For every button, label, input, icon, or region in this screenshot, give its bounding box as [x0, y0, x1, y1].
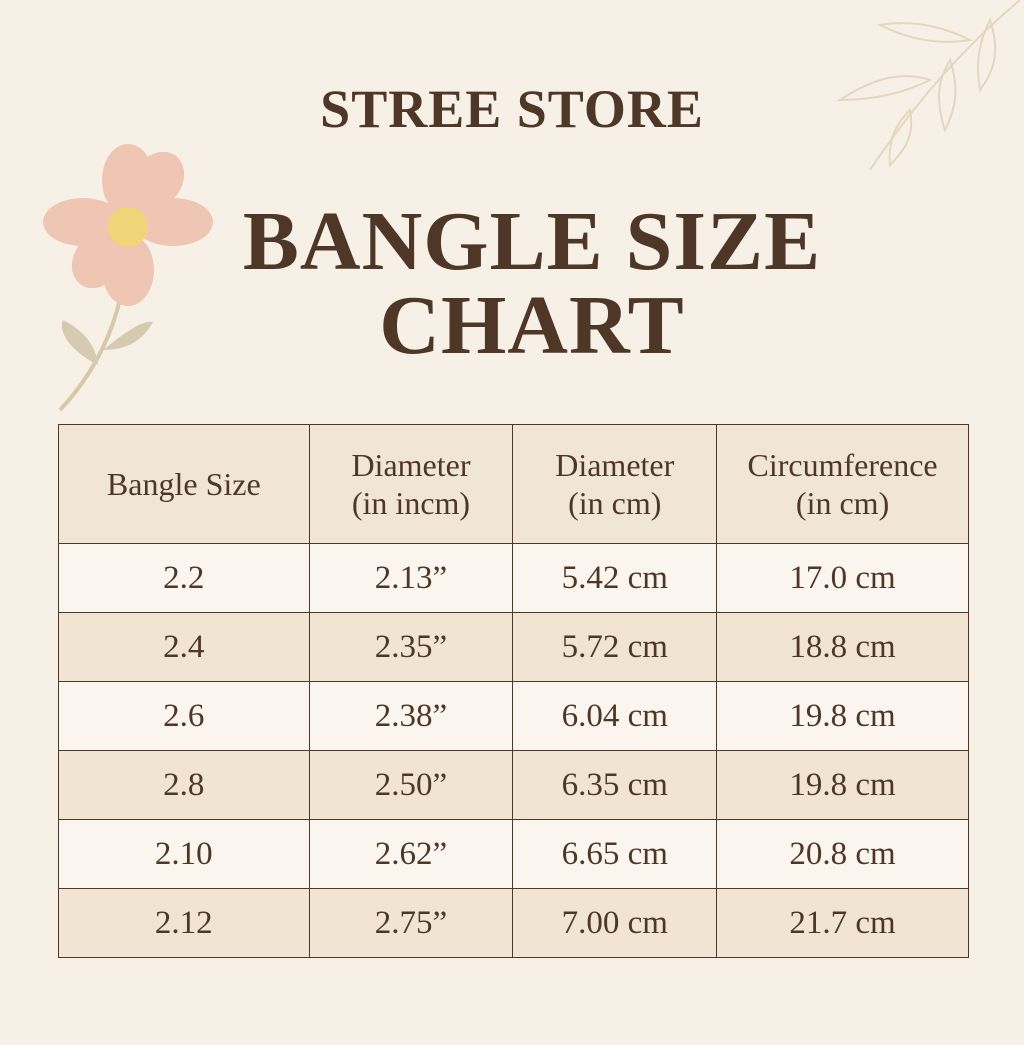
table-row: 2.8 2.50” 6.35 cm 19.8 cm	[58, 750, 969, 820]
cell-diameter-cm: 5.42 cm	[512, 543, 718, 613]
header-diameter-cm: Diameter (in cm)	[512, 424, 718, 544]
leaf-branch-decoration	[836, 0, 1021, 171]
cell-diameter-in: 2.75”	[308, 888, 514, 958]
header-diameter-in: Diameter (in incm)	[308, 424, 514, 544]
page-title: BANGLE SIZE CHART	[0, 200, 1024, 368]
cell-diameter-cm: 6.04 cm	[512, 681, 718, 751]
cell-circumference: 20.8 cm	[716, 819, 969, 889]
header-unit: (in incm)	[351, 485, 471, 521]
cell-diameter-cm: 6.35 cm	[512, 750, 718, 820]
cell-diameter-in: 2.38”	[308, 681, 514, 751]
table-row: 2.6 2.38” 6.04 cm 19.8 cm	[58, 681, 969, 751]
title-line-2: CHART	[379, 279, 685, 372]
cell-diameter-cm: 7.00 cm	[512, 888, 718, 958]
header-text: Bangle Size	[106, 466, 261, 502]
header-unit: (in cm)	[795, 485, 890, 521]
brand-name: STREE STORE	[320, 79, 704, 139]
cell-bangle-size: 2.8	[58, 750, 310, 820]
header-text: Diameter	[351, 447, 471, 483]
header-circumference: Circumference (in cm)	[716, 424, 969, 544]
header-text: Diameter	[555, 447, 675, 483]
cell-bangle-size: 2.6	[58, 681, 310, 751]
table-header-row: Bangle Size Diameter (in incm) Diameter (i…	[58, 424, 969, 544]
size-table: Bangle Size Diameter (in incm) Diameter (i…	[58, 424, 969, 958]
cell-diameter-cm: 6.65 cm	[512, 819, 718, 889]
header-text: Circumference	[747, 447, 938, 483]
table-row: 2.12 2.75” 7.00 cm 21.7 cm	[58, 888, 969, 958]
cell-circumference: 18.8 cm	[716, 612, 969, 682]
cell-bangle-size: 2.12	[58, 888, 310, 958]
cell-circumference: 19.8 cm	[716, 681, 969, 751]
cell-circumference: 17.0 cm	[716, 543, 969, 613]
cell-bangle-size: 2.4	[58, 612, 310, 682]
table-row: 2.2 2.13” 5.42 cm 17.0 cm	[58, 543, 969, 613]
header-bangle-size: Bangle Size	[58, 424, 310, 544]
flower-illustration	[43, 144, 213, 412]
cell-diameter-in: 2.62”	[308, 819, 514, 889]
cell-diameter-cm: 5.72 cm	[512, 612, 718, 682]
cell-bangle-size: 2.10	[58, 819, 310, 889]
cell-bangle-size: 2.2	[58, 543, 310, 613]
table-row: 2.4 2.35” 5.72 cm 18.8 cm	[58, 612, 969, 682]
cell-circumference: 19.8 cm	[716, 750, 969, 820]
title-line-1: BANGLE SIZE	[242, 195, 822, 288]
cell-circumference: 21.7 cm	[716, 888, 969, 958]
cell-diameter-in: 2.50”	[308, 750, 514, 820]
cell-diameter-in: 2.13”	[308, 543, 514, 613]
table-row: 2.10 2.62” 6.65 cm 20.8 cm	[58, 819, 969, 889]
cell-diameter-in: 2.35”	[308, 612, 514, 682]
header-unit: (in cm)	[568, 485, 662, 521]
